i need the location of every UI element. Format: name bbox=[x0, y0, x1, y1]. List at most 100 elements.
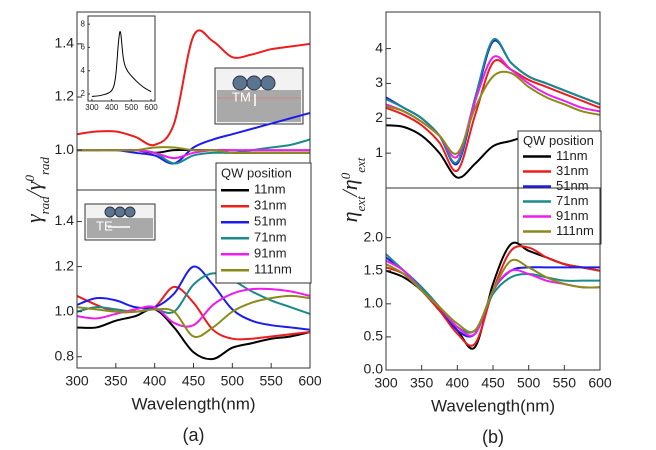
y-tick-label: 0.0 bbox=[364, 361, 384, 377]
series-line bbox=[386, 245, 600, 347]
y-axis-label-part: γ bbox=[21, 180, 46, 190]
legend-label: 31nm bbox=[254, 198, 287, 213]
polarization-label: TM bbox=[232, 89, 251, 104]
particle bbox=[260, 75, 276, 91]
y-axis-label: γrad/γ0rad bbox=[21, 156, 52, 223]
legend-label: 71nm bbox=[254, 230, 287, 245]
series-line bbox=[91, 30, 152, 97]
y-axis-label: ηext/η0ext bbox=[337, 157, 368, 222]
series-line bbox=[77, 285, 310, 341]
panel: 0.8 1.0 1.2 1.4 300 350 400 450 500 550 600 Wavelen… bbox=[55, 162, 322, 445]
x-tick-label: 550 bbox=[259, 373, 283, 389]
x-axis-label: Wavelength(nm) bbox=[131, 394, 255, 413]
series-line bbox=[386, 253, 600, 334]
series-line bbox=[77, 146, 310, 155]
legend-label: 111nm bbox=[556, 223, 594, 238]
axes-frame bbox=[87, 15, 156, 102]
y-tick-label: 1.0 bbox=[55, 302, 75, 318]
particle bbox=[246, 75, 262, 91]
y-axis-label-part: rad bbox=[37, 156, 52, 175]
series-line bbox=[77, 287, 310, 328]
schematic-tm bbox=[214, 67, 304, 125]
y-axis-label-part: ext bbox=[353, 157, 368, 173]
plot-area bbox=[91, 30, 152, 97]
y-tick-label: 1 bbox=[375, 144, 383, 160]
legend-label: 71nm bbox=[556, 193, 589, 208]
y-tick-label: 4 bbox=[375, 39, 383, 55]
polarization-label: TE bbox=[96, 218, 113, 233]
x-tick-label: 300 bbox=[374, 375, 398, 391]
x-tick-label: 600 bbox=[588, 375, 612, 391]
y-axis-label-part: ext bbox=[353, 196, 368, 212]
x-tick-label: 550 bbox=[553, 375, 577, 391]
y-axis-label-part: rad bbox=[37, 196, 52, 215]
plot-area bbox=[77, 265, 310, 361]
legend-label: 51nm bbox=[556, 178, 589, 193]
x-axis-label: Wavelength(nm) bbox=[431, 396, 555, 415]
y-tick-label: 1.2 bbox=[55, 88, 75, 104]
x-tick-label: 500 bbox=[517, 375, 541, 391]
inset-background bbox=[88, 16, 155, 101]
y-tick-label: 2.0 bbox=[364, 228, 384, 244]
legend-label: 31nm bbox=[556, 163, 589, 178]
y-tick-label: 3 bbox=[375, 74, 383, 90]
legend-label: 111nm bbox=[254, 262, 292, 277]
panel-label: (b) bbox=[482, 427, 504, 447]
x-tick-label: 300 bbox=[65, 373, 89, 389]
plot-area bbox=[386, 241, 600, 350]
legend-title: QW position bbox=[523, 133, 594, 148]
x-tick-label: 400 bbox=[105, 103, 119, 112]
legend-label: 91nm bbox=[254, 246, 287, 261]
series-line bbox=[386, 259, 600, 337]
y-tick-label: 8 bbox=[81, 19, 86, 28]
y-tick-label: 2 bbox=[375, 109, 383, 125]
y-axis-label-part: η bbox=[337, 179, 362, 190]
particles bbox=[232, 75, 276, 91]
legend-label: 51nm bbox=[254, 214, 287, 229]
series-line bbox=[386, 258, 600, 334]
x-tick-label: 500 bbox=[221, 373, 245, 389]
y-tick-label: 4 bbox=[81, 66, 86, 75]
y-tick-label: 1.4 bbox=[55, 35, 75, 51]
series-line bbox=[386, 59, 600, 173]
x-tick-label: 600 bbox=[144, 103, 158, 112]
x-tick-label: 350 bbox=[410, 375, 434, 391]
panel: 2 4 6 8 300 400 500 600 bbox=[81, 15, 158, 112]
x-tick-label: 500 bbox=[125, 103, 139, 112]
series-line bbox=[77, 308, 310, 361]
y-tick-label: 0.8 bbox=[55, 347, 75, 363]
legend-label: 11nm bbox=[556, 148, 588, 163]
series-line bbox=[77, 138, 310, 165]
y-tick-label: 2 bbox=[81, 89, 86, 98]
legend-label: 91nm bbox=[556, 208, 589, 223]
y-axis-label-part: 0 bbox=[338, 172, 353, 179]
series-line bbox=[77, 272, 310, 315]
y-tick-label: 1.5 bbox=[364, 261, 384, 277]
series-line bbox=[77, 29, 310, 147]
x-tick-label: 400 bbox=[143, 373, 167, 389]
y-axis-label-part: / bbox=[337, 188, 362, 198]
series-line bbox=[386, 37, 600, 164]
schematic-te bbox=[84, 203, 156, 241]
y-axis-label-part: 0 bbox=[22, 175, 37, 182]
x-tick-label: 400 bbox=[446, 375, 470, 391]
y-axis-label-part: γ bbox=[21, 213, 46, 223]
series-line bbox=[77, 265, 310, 331]
legend-title: QW position bbox=[221, 166, 292, 181]
legend-label: 11nm bbox=[254, 182, 286, 197]
substrate bbox=[87, 218, 153, 238]
panel-label: (a) bbox=[183, 425, 205, 445]
series-line bbox=[386, 70, 600, 155]
y-axis-label-part: / bbox=[21, 188, 46, 198]
particle bbox=[104, 206, 116, 218]
x-tick-label: 450 bbox=[182, 373, 206, 389]
y-tick-label: 1.2 bbox=[55, 257, 75, 273]
x-tick-label: 300 bbox=[85, 103, 99, 112]
y-tick-label: 6 bbox=[81, 43, 86, 52]
substrate bbox=[217, 90, 301, 122]
y-tick-label: 1.0 bbox=[55, 141, 75, 157]
y-tick-label: 0.5 bbox=[364, 328, 384, 344]
particle bbox=[124, 206, 136, 218]
